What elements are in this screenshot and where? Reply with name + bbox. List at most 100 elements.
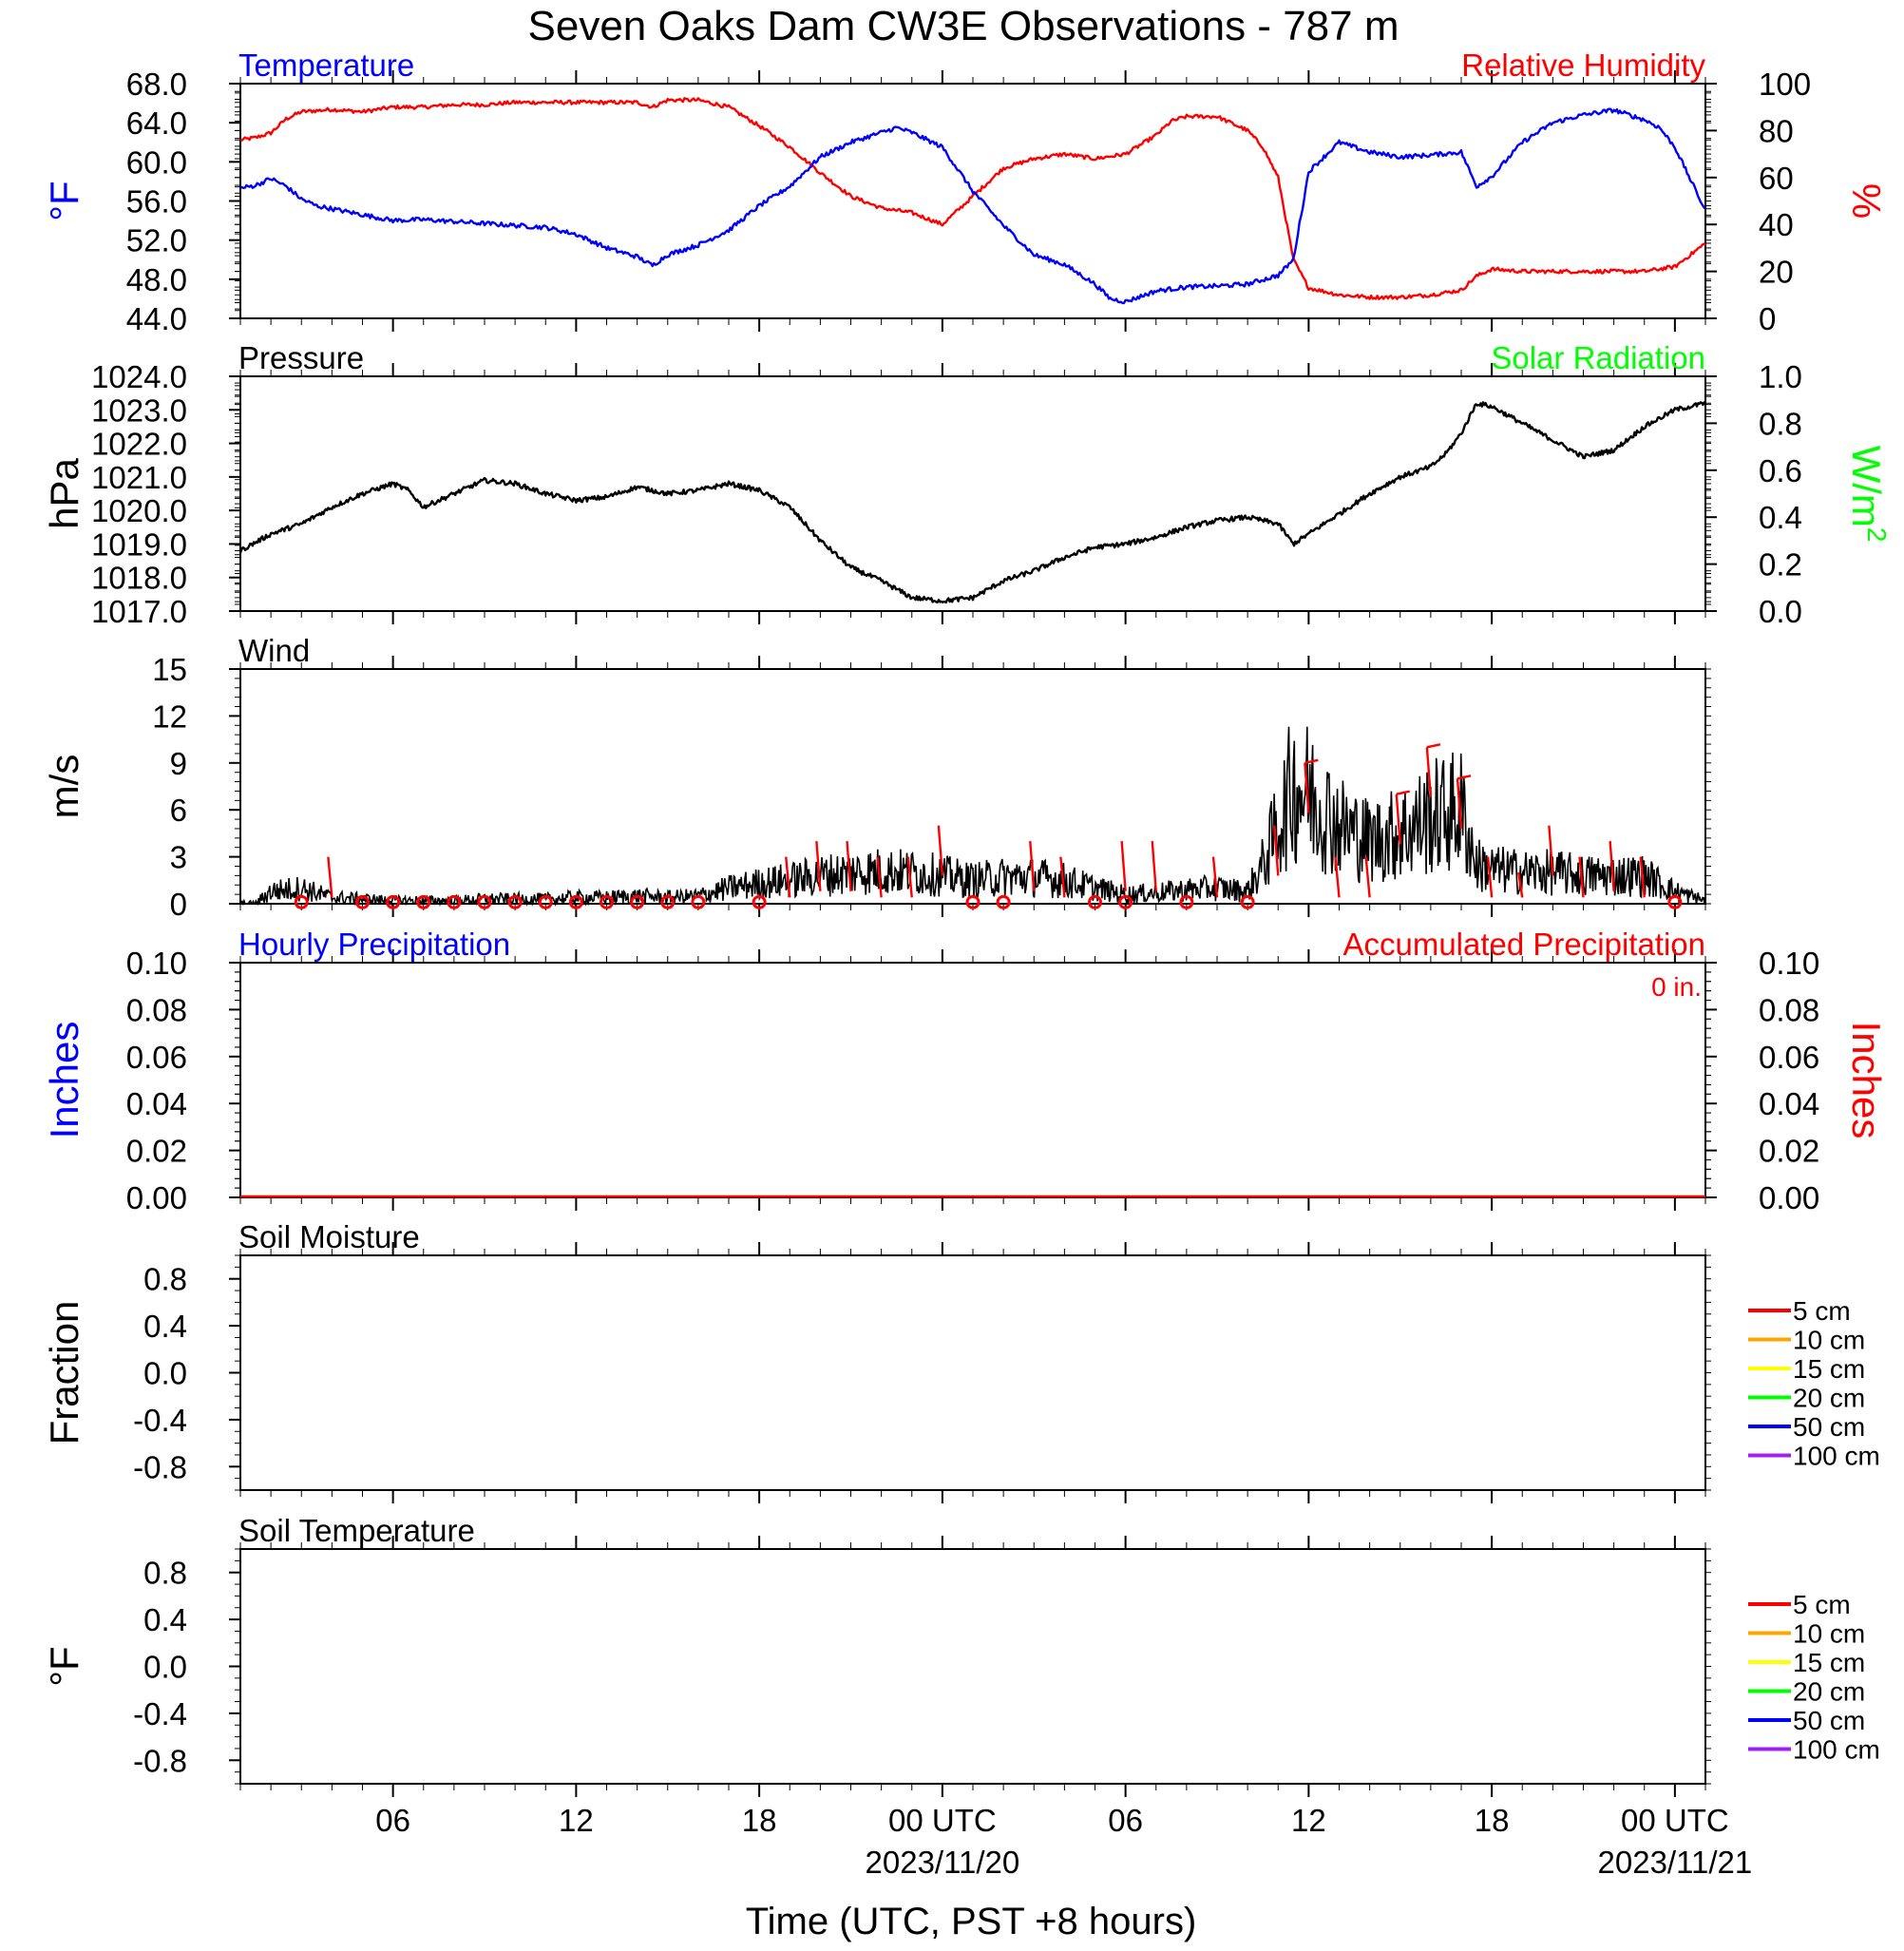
panel-title-left: Soil Temperature xyxy=(238,1513,475,1548)
y-tick-label-left: 1021.0 xyxy=(91,460,187,495)
y-tick-label-left: -0.8 xyxy=(133,1743,187,1778)
y-axis-label-right: % xyxy=(1844,183,1889,219)
wind-barb xyxy=(1211,856,1219,898)
y-axis-label-left: °F xyxy=(42,1646,86,1686)
y-tick-label-right: 0.00 xyxy=(1759,1180,1819,1215)
y-tick-label-left: 3 xyxy=(170,840,187,875)
panel-title-right: Accumulated Precipitation xyxy=(1342,927,1705,962)
wind-barb xyxy=(1639,856,1646,898)
y-tick-label-left: 1024.0 xyxy=(91,359,187,394)
y-tick-label-right: 0.4 xyxy=(1759,500,1802,535)
y-tick-label-left: -0.8 xyxy=(133,1449,187,1484)
y-tick-label-left: 15 xyxy=(152,652,187,687)
y-tick-label-left: -0.4 xyxy=(133,1696,187,1731)
y-tick-label-left: 0.10 xyxy=(126,946,187,981)
wind-barb xyxy=(1120,841,1127,891)
legend-label: 100 cm xyxy=(1793,1735,1880,1765)
y-tick-label-left: 0.4 xyxy=(143,1602,187,1637)
calm-wind-marker xyxy=(660,894,676,909)
calm-wind-marker xyxy=(1118,894,1133,909)
y-tick-label-left: 0.0 xyxy=(143,1650,187,1685)
y-tick-label-left: 0.8 xyxy=(143,1262,187,1297)
calm-wind-marker xyxy=(507,894,523,909)
y-tick-label-left: 1017.0 xyxy=(91,594,187,629)
wind-barb xyxy=(1273,825,1280,876)
y-tick-label-right: 0.04 xyxy=(1759,1086,1819,1121)
y-tick-label-left: 0.4 xyxy=(143,1309,187,1344)
y-tick-label-left: 0 xyxy=(170,887,187,922)
calm-wind-marker xyxy=(752,894,767,909)
wind-barb xyxy=(1364,856,1371,898)
wind-speed-line xyxy=(239,726,1705,908)
panel-pressure-solar: Pressure Solar Radiation 1017.01018.01019.… xyxy=(42,340,1892,629)
wind-barb xyxy=(876,856,883,898)
y-tick-label-left: 9 xyxy=(170,746,187,781)
y-tick-label-right: 0.10 xyxy=(1759,946,1819,981)
calm-wind-marker xyxy=(630,894,645,909)
calm-wind-marker xyxy=(386,894,401,909)
plot-frame xyxy=(239,1254,1706,1491)
y-tick-label-right: 100 xyxy=(1759,67,1811,102)
panel-soil-moisture: Soil Moisture -0.8 -0.4 0.0 0.4 0.8 Fraction 5 … xyxy=(42,1219,1880,1503)
y-tick-label-left: 48.0 xyxy=(126,262,187,297)
y-tick-label-left: 56.0 xyxy=(126,184,187,220)
y-axis-label-right: Inches xyxy=(1844,1022,1889,1139)
panel-title-left: Temperature xyxy=(238,48,414,83)
wind-barb xyxy=(937,825,944,876)
y-tick-label-left: 12 xyxy=(152,698,187,734)
legend-label: 20 cm xyxy=(1793,1677,1865,1707)
wind-barb xyxy=(846,841,852,891)
pressure-line xyxy=(238,401,1706,604)
panel-wind: Wind 0 3 6 9 12 15 m/s xyxy=(42,633,1711,922)
y-tick-label-left: 0.8 xyxy=(143,1556,187,1591)
figure-title: Seven Oaks Dam CW3E Observations - 787 m xyxy=(528,3,1399,49)
y-tick-label-right: 60 xyxy=(1759,161,1794,196)
wind-barb xyxy=(1456,775,1472,830)
wind-barb xyxy=(785,856,791,898)
y-tick-label-left: 0.06 xyxy=(126,1040,187,1075)
calm-wind-marker xyxy=(1088,894,1102,909)
y-axis-label-left: m/s xyxy=(42,755,86,819)
panel-soil-temperature: Soil Temperature-0.8-0.40.00.40.8°F5 cm1… xyxy=(42,1513,1880,1797)
calm-wind-marker xyxy=(1667,894,1683,909)
y-tick-label-left: 52.0 xyxy=(126,223,187,258)
wind-barb xyxy=(1304,758,1319,813)
legend-label: 15 cm xyxy=(1793,1354,1865,1384)
calm-wind-marker xyxy=(538,894,553,909)
y-axis-label-right: W/m2 xyxy=(1844,446,1892,543)
y-tick-label-right: 0 xyxy=(1759,301,1776,336)
y-tick-label-left: -0.4 xyxy=(133,1403,187,1438)
calm-wind-marker xyxy=(1179,894,1194,909)
y-tick-label-left: 1023.0 xyxy=(91,392,187,428)
wind-barb xyxy=(1151,841,1157,891)
legend-label: 50 cm xyxy=(1793,1706,1865,1735)
y-tick-label-right: 0.2 xyxy=(1759,547,1802,583)
calm-wind-marker xyxy=(355,894,370,909)
x-tick-label: 18 xyxy=(1475,1803,1510,1838)
wind-barb xyxy=(1548,825,1554,876)
x-tick-label: 12 xyxy=(1291,1803,1326,1838)
calm-wind-marker xyxy=(477,894,492,909)
calm-wind-marker xyxy=(568,894,583,909)
y-tick-label-right: 80 xyxy=(1759,113,1794,148)
legend-label: 10 cm xyxy=(1793,1619,1865,1649)
y-tick-label-left: 0.08 xyxy=(126,992,187,1027)
calm-wind-marker xyxy=(447,894,462,909)
x-date-label: 2023/11/20 xyxy=(866,1845,1020,1880)
panel-title-right: Relative Humidity xyxy=(1461,48,1705,83)
y-tick-label-right: 0.02 xyxy=(1759,1134,1819,1169)
legend-label: 5 cm xyxy=(1793,1296,1851,1326)
humidity-line xyxy=(239,97,1706,300)
x-tick-label: 12 xyxy=(559,1803,594,1838)
y-tick-label-left: 1018.0 xyxy=(91,561,187,596)
x-tick-label: 00 UTC xyxy=(1621,1803,1729,1838)
legend-label: 5 cm xyxy=(1793,1590,1851,1619)
panel-title-right: Solar Radiation xyxy=(1491,340,1705,375)
wind-barb xyxy=(1609,841,1615,891)
calm-wind-marker xyxy=(996,894,1011,909)
calm-wind-marker xyxy=(294,894,309,909)
wind-barb xyxy=(1029,841,1036,891)
x-axis: 06 12 18 00 UTC 2023/11/20 06 12 18 00 UTC 2023/1… xyxy=(375,1803,1752,1880)
calm-wind-marker xyxy=(965,894,981,909)
